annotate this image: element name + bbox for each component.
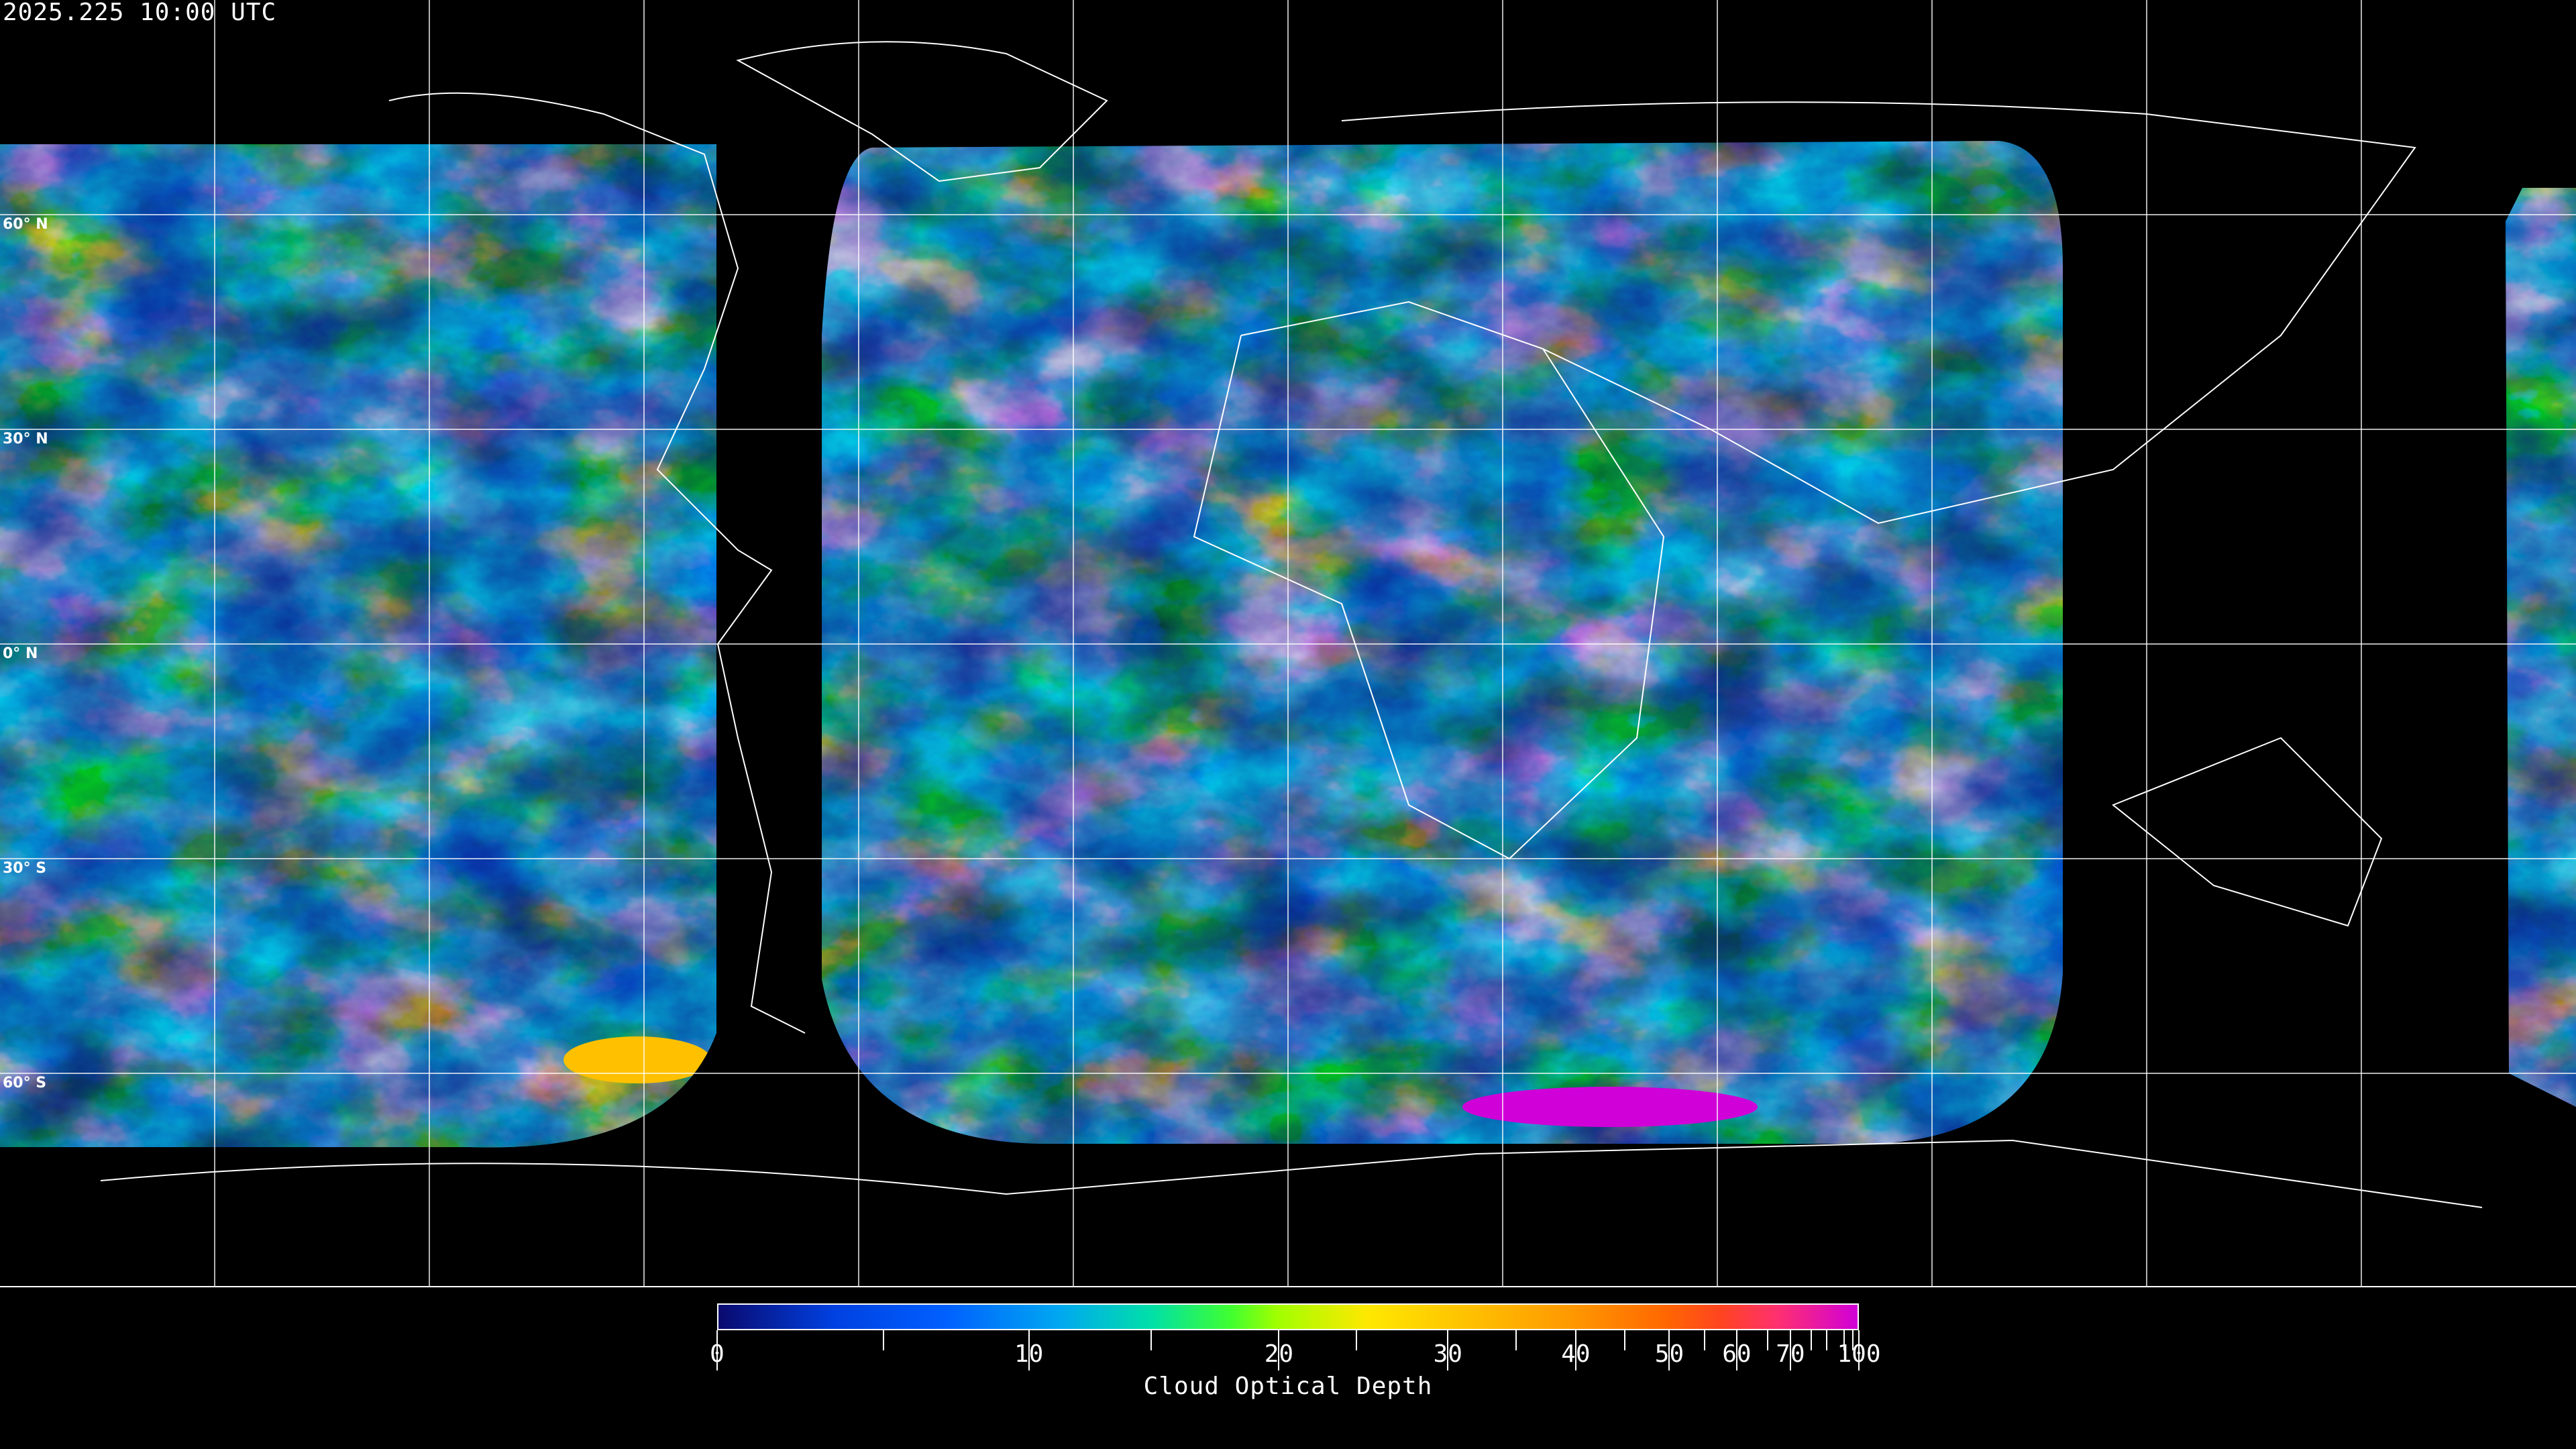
colorbar-tick bbox=[1150, 1330, 1152, 1350]
colorbar-tick bbox=[1858, 1330, 1860, 1371]
colorbar-tick bbox=[1028, 1330, 1030, 1371]
colorbar-tick bbox=[1447, 1330, 1449, 1371]
lat-label-60s: 60° S bbox=[3, 1075, 47, 1091]
colorbar-tick-label: 40 bbox=[1561, 1340, 1591, 1368]
colorbar-tick bbox=[1356, 1330, 1358, 1350]
colorbar-tick bbox=[1278, 1330, 1280, 1371]
colorbar-tick bbox=[1624, 1330, 1626, 1350]
coastlines bbox=[100, 41, 2483, 1208]
cloud-optical-depth-map bbox=[0, 0, 2576, 1287]
colorbar-tick bbox=[1789, 1330, 1791, 1371]
colorbar-tick-label: 20 bbox=[1264, 1340, 1294, 1368]
colorbar-tick-label: 70 bbox=[1776, 1340, 1805, 1368]
colorbar-tick bbox=[1826, 1330, 1828, 1350]
colorbar-tick bbox=[1668, 1330, 1670, 1371]
colorbar-tick bbox=[1766, 1330, 1768, 1350]
colorbar-title: Cloud Optical Depth bbox=[1143, 1373, 1433, 1400]
lat-label-60n: 60° N bbox=[3, 216, 48, 233]
colorbar-tick-label: 0 bbox=[710, 1340, 724, 1368]
colorbar bbox=[717, 1303, 1859, 1330]
colorbar-tick bbox=[1852, 1330, 1854, 1350]
colorbar-tick bbox=[1515, 1330, 1517, 1350]
lat-label-30s: 30° S bbox=[3, 860, 47, 877]
lat-label-0n: 0° N bbox=[3, 645, 38, 662]
colorbar-tick-label: 50 bbox=[1654, 1340, 1684, 1368]
colorbar-tick bbox=[1810, 1330, 1812, 1350]
colorbar-tick-label: 100 bbox=[1837, 1340, 1881, 1368]
colorbar-tick bbox=[1735, 1330, 1737, 1371]
colorbar-tick bbox=[1843, 1330, 1845, 1350]
colorbar-tick-label: 30 bbox=[1433, 1340, 1462, 1368]
graticule bbox=[0, 0, 2576, 1287]
colorbar-tick-label: 60 bbox=[1722, 1340, 1752, 1368]
timestamp-title: 2025.225 10:00 UTC bbox=[3, 0, 277, 26]
colorbar-tick-label: 10 bbox=[1014, 1340, 1044, 1368]
colorbar-tick bbox=[716, 1330, 718, 1371]
colorbar-tick bbox=[1704, 1330, 1706, 1350]
lat-label-30n: 30° N bbox=[3, 431, 48, 447]
colorbar-tick bbox=[1574, 1330, 1576, 1371]
colorbar-tick bbox=[883, 1330, 885, 1350]
